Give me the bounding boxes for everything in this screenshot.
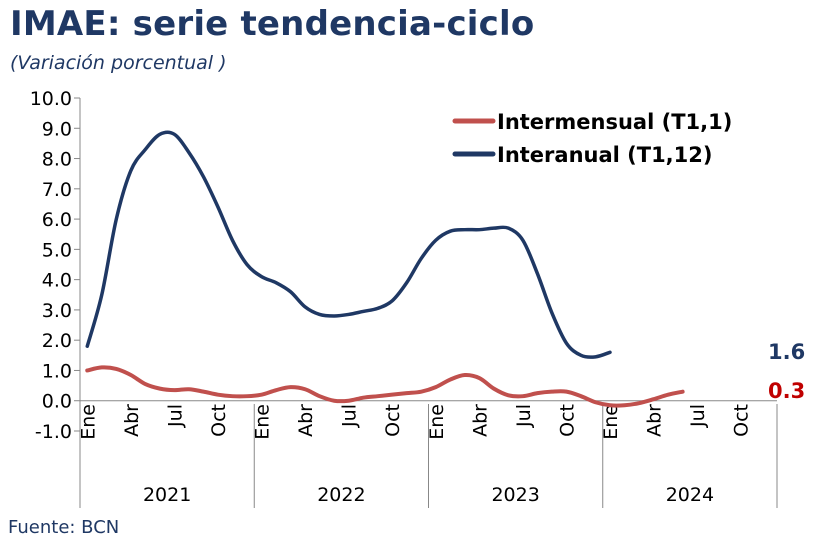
x-tick-label: Jul <box>164 404 186 428</box>
y-tick-label: 3.0 <box>42 300 72 322</box>
year-label: 2023 <box>491 484 539 506</box>
end-label-interanual: 1.6 <box>768 340 805 364</box>
y-tick-label: 2.0 <box>42 330 72 352</box>
x-tick-label: Jul <box>687 404 709 428</box>
series-line-intermensual <box>85 365 685 408</box>
y-tick-label: 4.0 <box>42 270 72 292</box>
x-tick-label: Jul <box>513 404 535 428</box>
x-tick-label: Ene <box>600 404 622 440</box>
y-tick-label: -1.0 <box>35 421 72 443</box>
x-tick-label: Abr <box>121 404 143 437</box>
x-tick-label: Ene <box>77 404 99 440</box>
y-tick-label: 0.0 <box>42 391 72 413</box>
chart-title: IMAE: serie tendencia-ciclo <box>10 4 535 44</box>
legend-label-intermensual: Intermensual (T1,1) <box>497 110 732 134</box>
x-tick-label: Abr <box>469 404 491 437</box>
series-line-interanual <box>85 130 612 359</box>
y-tick-label: 1.0 <box>42 360 72 382</box>
x-tick-label: Ene <box>252 404 274 440</box>
y-tick-label: 7.0 <box>42 179 72 201</box>
chart-subtitle: (Variación porcentual ) <box>10 52 227 74</box>
y-tick-label: 8.0 <box>42 149 72 171</box>
x-tick-label: Ene <box>426 404 448 440</box>
x-tick-label: Oct <box>556 404 578 437</box>
year-label: 2022 <box>317 484 365 506</box>
source-note: Fuente: BCN <box>8 517 120 538</box>
year-label: 2021 <box>143 484 191 506</box>
y-tick-label: 6.0 <box>42 209 72 231</box>
year-label: 2024 <box>666 484 714 506</box>
end-label-intermensual: 0.3 <box>768 379 805 403</box>
x-tick-label: Abr <box>644 404 666 437</box>
y-tick-label: 9.0 <box>42 118 72 140</box>
axes: 10.09.08.07.06.05.04.03.02.01.00.0-1.0 En… <box>30 88 778 508</box>
x-tick-label: Abr <box>295 404 317 437</box>
series-lines <box>85 130 685 408</box>
x-tick-label: Oct <box>382 404 404 437</box>
x-tick-label: Jul <box>339 404 361 428</box>
legend: Intermensual (T1,1) Interanual (T1,12) <box>452 110 732 167</box>
legend-label-interanual: Interanual (T1,12) <box>497 143 713 167</box>
y-tick-label: 10.0 <box>30 88 72 110</box>
x-tick-label: Oct <box>731 404 753 437</box>
x-tick-label: Oct <box>208 404 230 437</box>
y-tick-label: 5.0 <box>42 239 72 261</box>
